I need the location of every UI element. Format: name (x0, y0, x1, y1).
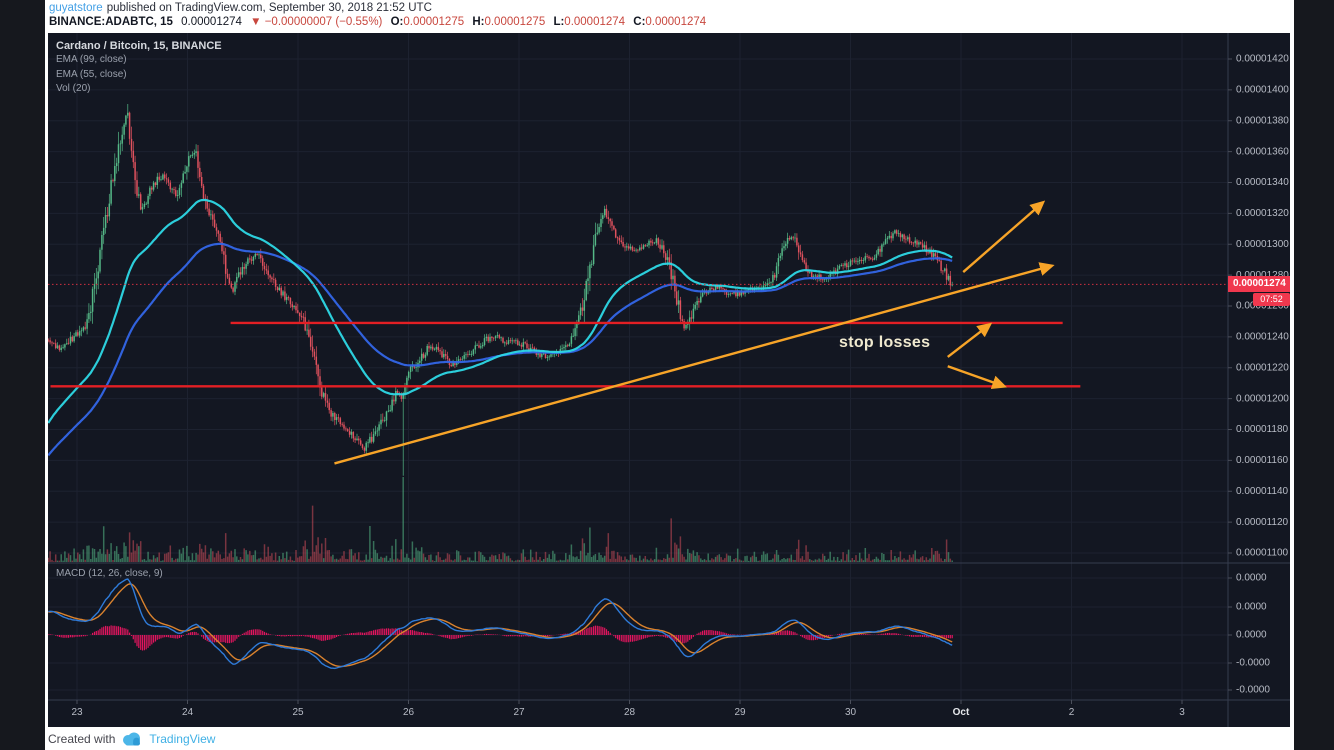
time-tick-label[interactable]: Oct (953, 707, 970, 718)
price-change: −0.00000007 (−0.55%) (264, 16, 383, 28)
price-tick-label[interactable]: 0.00001220 (1236, 362, 1289, 373)
indicator-macd-label[interactable]: MACD (12, 26, close, 9) (56, 568, 163, 579)
price-tick-label[interactable]: 0.00001320 (1236, 208, 1289, 219)
macd-tick-label[interactable]: 0.0000 (1236, 630, 1267, 641)
candle-bodies-up (56, 112, 953, 451)
open-label: O: (390, 16, 404, 28)
time-tick-label[interactable]: 30 (845, 707, 857, 718)
macd-tick-label[interactable]: -0.0000 (1236, 658, 1270, 669)
price-tick-label[interactable]: 0.00001420 (1236, 54, 1289, 65)
trendline-arrow[interactable] (334, 262, 1055, 465)
price-tick-label[interactable]: 0.00001120 (1236, 517, 1289, 528)
high-value: 0.00001275 (484, 16, 546, 28)
projection-arrow-steep[interactable] (962, 200, 1046, 273)
attribution-footer: Created with TradingView (45, 727, 1294, 750)
tradingview-cloud-icon (123, 732, 141, 745)
macd-tick-label[interactable]: -0.0000 (1236, 685, 1270, 696)
chart-container[interactable]: 0.00001420 0.00001400 0.00001380 0.00001360… (48, 33, 1290, 727)
chart-canvas[interactable]: 0.00001420 0.00001400 0.00001380 0.00001360… (48, 33, 1290, 727)
publication-byline: guyatstore published on TradingView.com, … (49, 2, 432, 14)
stoploss-arrow-up[interactable] (947, 322, 993, 358)
stop-losses-annotation[interactable]: stop losses (839, 334, 931, 351)
candle-wicks-down (48, 111, 951, 454)
open-value: 0.00001275 (403, 16, 465, 28)
created-with-text: Created with (48, 731, 116, 746)
high-label: H: (472, 16, 485, 28)
last-price: 0.00001274 (181, 16, 242, 28)
tradingview-link[interactable]: TradingView (149, 731, 216, 746)
price-tick-label[interactable]: 0.00001260 (1236, 301, 1289, 312)
macd-signal-line (48, 583, 953, 668)
low-label: L: (553, 16, 565, 28)
low-value: 0.00001274 (564, 16, 626, 28)
published-chart-card: guyatstore published on TradingView.com, … (45, 0, 1294, 750)
price-tick-label[interactable]: 0.00001140 (1236, 486, 1289, 497)
price-tick-label[interactable]: 0.00001400 (1236, 85, 1289, 96)
candle-wicks-up (57, 104, 953, 476)
macd-tick-label[interactable]: 0.0000 (1236, 602, 1267, 613)
symbol-title[interactable]: BINANCE:ADABTC, 15 (49, 16, 173, 28)
close-label: C: (633, 16, 646, 28)
time-tick-label[interactable]: 27 (513, 707, 525, 718)
price-tick-label[interactable]: 0.00001160 (1236, 455, 1289, 466)
direction-down-icon: ▼ (250, 16, 262, 28)
close-value: 0.00001274 (645, 16, 707, 28)
macd-line (48, 578, 953, 670)
publication-header: guyatstore published on TradingView.com, … (45, 0, 1294, 33)
price-tick-label[interactable]: 0.00001180 (1236, 424, 1289, 435)
price-tick-label[interactable]: 0.00001240 (1236, 332, 1289, 343)
time-tick-label[interactable]: 23 (71, 707, 83, 718)
time-tick-label[interactable]: 28 (624, 707, 636, 718)
symbol-ohlc-row: BINANCE:ADABTC, 15 0.00001274 ▼ −0.00000… (49, 16, 706, 28)
last-price-badge: 0.00001274 (1228, 276, 1290, 292)
author-link[interactable]: guyatstore (49, 2, 103, 14)
time-tick-label[interactable]: 3 (1179, 707, 1185, 718)
time-tick-label[interactable]: 26 (403, 707, 415, 718)
ema55-line (48, 198, 953, 424)
time-tick-label[interactable]: 24 (182, 707, 194, 718)
price-tick-label[interactable]: 0.00001380 (1236, 115, 1289, 126)
price-tick-label[interactable]: 0.00001340 (1236, 177, 1289, 188)
price-tick-label[interactable]: 0.00001200 (1236, 393, 1289, 404)
macd-tick-label[interactable]: 0.0000 (1236, 573, 1267, 584)
published-text: published on TradingView.com, September … (106, 2, 432, 14)
volume-bars-up (56, 477, 953, 562)
bar-countdown-badge: 07:52 (1253, 293, 1290, 306)
time-tick-label[interactable]: 29 (734, 707, 746, 718)
stoploss-arrow-down[interactable] (947, 365, 1008, 389)
volume-bars-down (48, 505, 952, 562)
time-tick-label[interactable]: 2 (1069, 707, 1075, 718)
price-tick-label[interactable]: 0.00001100 (1236, 548, 1289, 559)
price-tick-label[interactable]: 0.00001300 (1236, 239, 1289, 250)
candle-bodies-down (48, 112, 952, 451)
time-tick-label[interactable]: 25 (292, 707, 304, 718)
price-tick-label[interactable]: 0.00001280 (1236, 270, 1289, 281)
price-tick-label[interactable]: 0.00001360 (1236, 146, 1289, 157)
